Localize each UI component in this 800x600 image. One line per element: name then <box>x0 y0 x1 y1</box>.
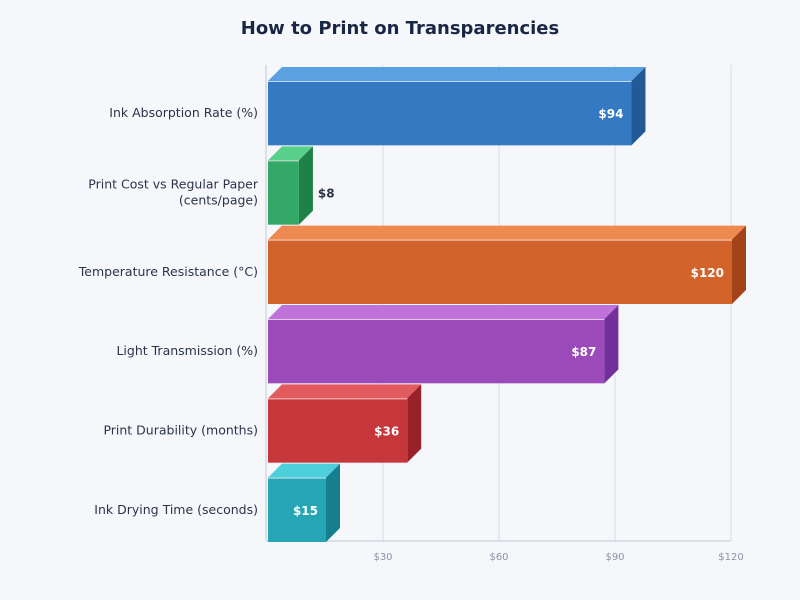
bar-top <box>268 463 340 478</box>
bar-side <box>326 463 340 542</box>
category-label: Ink Absorption Rate (%) <box>109 105 258 120</box>
category-label: Light Transmission (%) <box>116 343 258 358</box>
category-label-line: Print Cost vs Regular Paper <box>88 177 259 192</box>
x-tick-label: $60 <box>489 552 508 563</box>
category-label-line: Print Durability (months) <box>103 423 258 438</box>
category-label-line: Ink Absorption Rate (%) <box>109 105 258 120</box>
category-label: Print Cost vs Regular Paper (cents/page) <box>88 177 259 208</box>
bar: $120 <box>268 225 746 304</box>
bar-top <box>268 225 746 240</box>
bar-front <box>268 398 408 463</box>
value-label: $36 <box>374 425 399 439</box>
category-label: Temperature Resistance (°C) <box>78 264 258 279</box>
x-tick-label: $90 <box>605 552 624 563</box>
bar: $87 <box>268 305 619 384</box>
bar-front <box>268 160 299 225</box>
bar-side <box>732 225 746 304</box>
bar-side <box>407 384 422 463</box>
bar-side <box>298 146 313 225</box>
value-label: $87 <box>571 345 596 359</box>
bars: $94 $8 $120 $87 $36 $15 <box>268 67 746 542</box>
bar-front <box>268 477 326 542</box>
bar-front <box>268 239 732 304</box>
bar-top <box>268 384 422 399</box>
bar: $94 <box>268 67 646 146</box>
bar-top <box>268 305 619 319</box>
category-labels: Ink Absorption Rate (%) Print Cost vs Reg… <box>78 105 259 517</box>
bar-front <box>268 319 605 384</box>
bar-top <box>268 67 646 81</box>
chart-title: How to Print on Transparencies <box>241 18 559 39</box>
bar-top <box>268 146 313 161</box>
bar: $8 <box>268 146 335 225</box>
category-label: Ink Drying Time (seconds) <box>94 502 258 517</box>
x-axis-ticks: $30 $60 $90 $120 <box>373 552 743 563</box>
value-label: $8 <box>318 187 335 201</box>
value-label: $94 <box>598 107 623 121</box>
bar-side <box>604 305 619 384</box>
bar-front <box>268 81 632 146</box>
category-label-line: (cents/page) <box>179 193 258 208</box>
x-tick-label: $30 <box>373 552 392 563</box>
value-label: $120 <box>691 266 724 280</box>
value-label: $15 <box>293 504 318 518</box>
category-label-line: Light Transmission (%) <box>116 343 258 358</box>
x-tick-label: $120 <box>718 552 743 563</box>
category-label-line: Temperature Resistance (°C) <box>78 264 258 279</box>
bar: $36 <box>268 384 422 463</box>
category-label: Print Durability (months) <box>103 423 258 438</box>
category-label-line: Ink Drying Time (seconds) <box>94 502 258 517</box>
bar: $15 <box>268 463 340 542</box>
bar-side <box>631 67 646 146</box>
